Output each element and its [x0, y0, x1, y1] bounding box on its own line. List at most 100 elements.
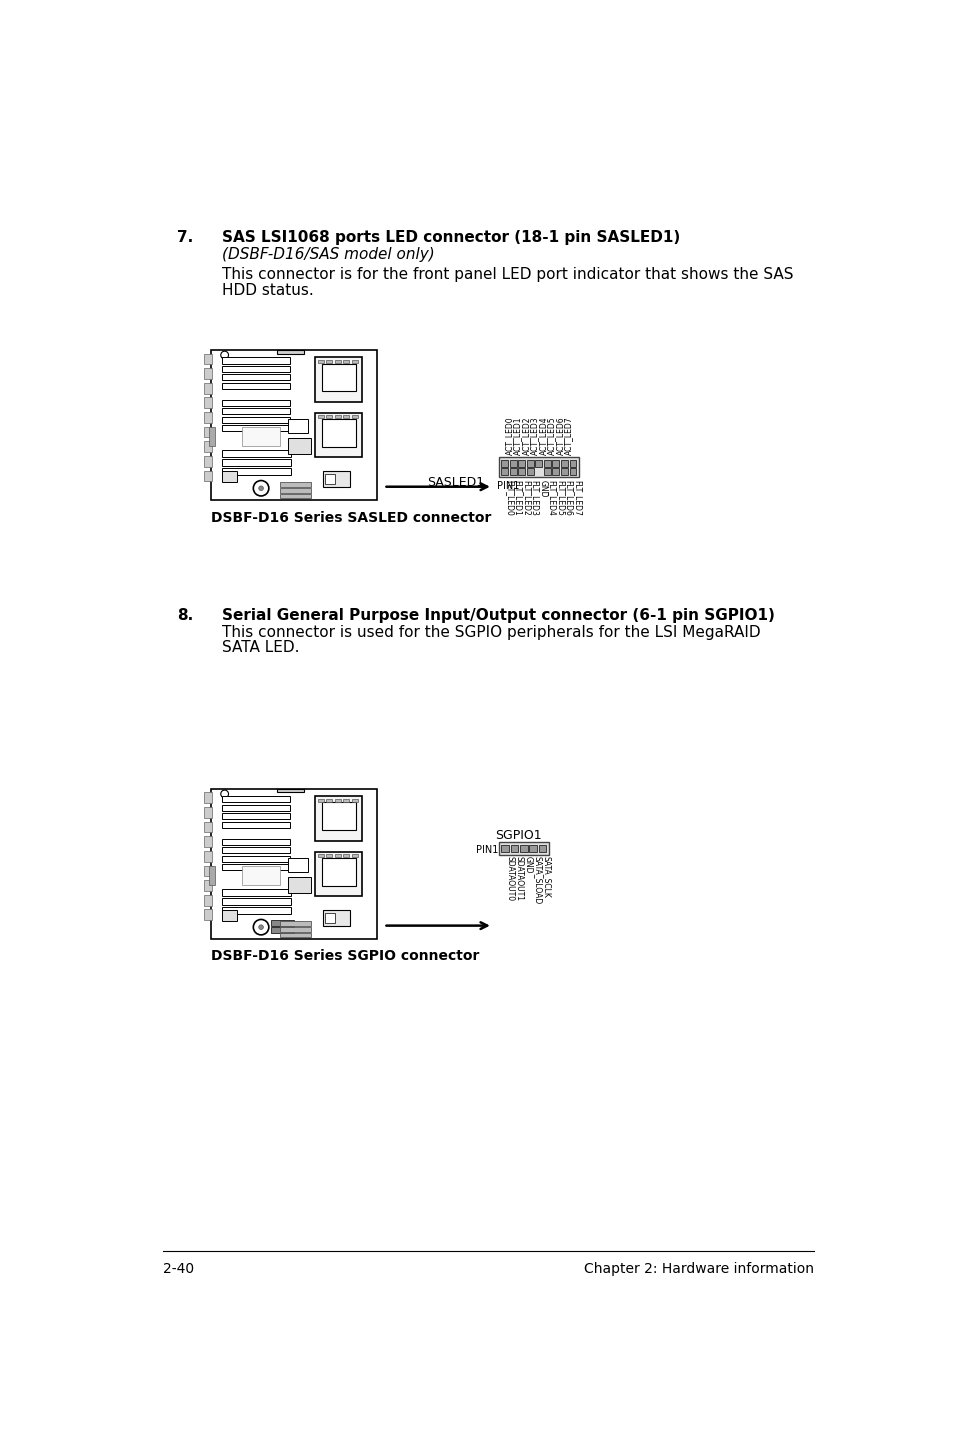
Bar [343, 416, 349, 418]
Text: ACT_LED3: ACT_LED3 [530, 417, 538, 456]
Bar [211, 788, 377, 939]
Bar [221, 838, 290, 844]
Bar [221, 365, 290, 372]
Text: PIN1: PIN1 [497, 480, 519, 490]
Text: SAS LSI1068 ports LED connector (18-1 pin SASLED1): SAS LSI1068 ports LED connector (18-1 pi… [222, 230, 679, 246]
Bar [552, 469, 558, 475]
Bar [221, 856, 290, 861]
Bar [276, 788, 303, 792]
Bar [325, 913, 335, 923]
Bar [543, 460, 550, 467]
Bar [517, 469, 525, 475]
Text: SATA LED.: SATA LED. [222, 640, 299, 654]
Bar [204, 441, 212, 452]
Bar [569, 469, 576, 475]
Bar [500, 469, 508, 475]
Text: (DSBF-D16/SAS model only): (DSBF-D16/SAS model only) [222, 247, 435, 262]
Bar [321, 364, 355, 391]
Bar [204, 807, 212, 818]
Bar [509, 460, 517, 467]
Text: FLT_LED3: FLT_LED3 [530, 480, 538, 516]
Bar [241, 427, 280, 446]
Bar [221, 408, 290, 414]
Bar [526, 460, 534, 467]
Text: PIN1: PIN1 [476, 844, 497, 854]
Text: FLT_LED7: FLT_LED7 [573, 480, 581, 516]
Bar [204, 368, 212, 380]
Bar [204, 821, 212, 833]
Bar [276, 349, 303, 354]
Bar [221, 426, 290, 431]
Bar [221, 450, 291, 457]
Text: SASLED1: SASLED1 [427, 476, 483, 489]
Bar [352, 360, 357, 362]
Bar [280, 482, 311, 486]
Bar [317, 798, 323, 801]
Text: FLT_LED1: FLT_LED1 [513, 480, 522, 516]
Bar [315, 413, 361, 457]
Bar [221, 847, 290, 853]
Bar [221, 864, 290, 870]
Bar [323, 472, 350, 486]
Bar [569, 460, 576, 467]
Text: ACT_LED4: ACT_LED4 [538, 417, 547, 456]
Bar [204, 792, 212, 804]
Bar [204, 837, 212, 847]
Text: ACT_LED5: ACT_LED5 [547, 417, 556, 456]
Bar [317, 360, 323, 362]
Bar [204, 383, 212, 394]
Bar [560, 460, 567, 467]
Bar [352, 416, 357, 418]
Bar [343, 798, 349, 801]
Bar [280, 920, 311, 926]
Text: 8.: 8. [177, 608, 193, 623]
Bar [326, 798, 332, 801]
Bar [204, 894, 212, 906]
Bar [288, 418, 307, 433]
Bar [221, 821, 290, 828]
Bar [204, 909, 212, 920]
Bar [560, 469, 567, 475]
Text: This connector is for the front panel LED port indicator that shows the SAS: This connector is for the front panel LE… [222, 267, 793, 282]
Text: SDATAOUT1: SDATAOUT1 [514, 856, 523, 902]
Bar [326, 416, 332, 418]
Bar [335, 416, 340, 418]
Bar [543, 469, 550, 475]
Text: SGPIO1: SGPIO1 [495, 828, 541, 841]
Text: Serial General Purpose Input/Output connector (6-1 pin SGPIO1): Serial General Purpose Input/Output conn… [222, 608, 775, 623]
Bar [535, 460, 542, 467]
Bar [221, 400, 290, 406]
Bar [288, 858, 307, 871]
Bar [326, 854, 332, 857]
Bar [211, 349, 377, 500]
Bar [221, 374, 290, 381]
Bar [352, 798, 357, 801]
Bar [221, 907, 291, 915]
Text: SATA_SCLK: SATA_SCLK [542, 856, 551, 899]
Text: ACT_LED1: ACT_LED1 [513, 417, 522, 456]
Text: Chapter 2: Hardware information: Chapter 2: Hardware information [584, 1263, 814, 1276]
Bar [209, 427, 215, 446]
Bar [204, 456, 212, 467]
Bar [321, 418, 355, 447]
Text: FLT_LED4: FLT_LED4 [547, 480, 556, 516]
Text: ACT_LED6: ACT_LED6 [556, 417, 564, 456]
Text: FLT_LED5: FLT_LED5 [556, 480, 564, 516]
Bar [221, 472, 236, 482]
Text: This connector is used for the SGPIO peripherals for the LSI MegaRAID: This connector is used for the SGPIO per… [222, 624, 760, 640]
Bar [221, 814, 290, 820]
Bar [498, 457, 578, 477]
Bar [323, 910, 350, 926]
Bar [221, 459, 291, 466]
Bar [280, 489, 311, 493]
Bar [221, 469, 291, 475]
Bar [517, 460, 525, 467]
Bar [221, 383, 290, 388]
Circle shape [220, 351, 229, 360]
Bar [209, 866, 215, 884]
Circle shape [258, 925, 263, 929]
Bar [204, 397, 212, 408]
Bar [317, 854, 323, 857]
Bar [552, 460, 558, 467]
Bar [221, 805, 290, 811]
